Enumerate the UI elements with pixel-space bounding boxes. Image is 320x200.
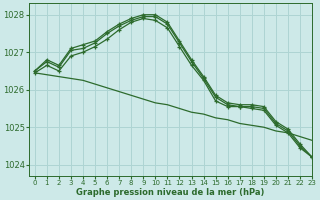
X-axis label: Graphe pression niveau de la mer (hPa): Graphe pression niveau de la mer (hPa) <box>76 188 265 197</box>
